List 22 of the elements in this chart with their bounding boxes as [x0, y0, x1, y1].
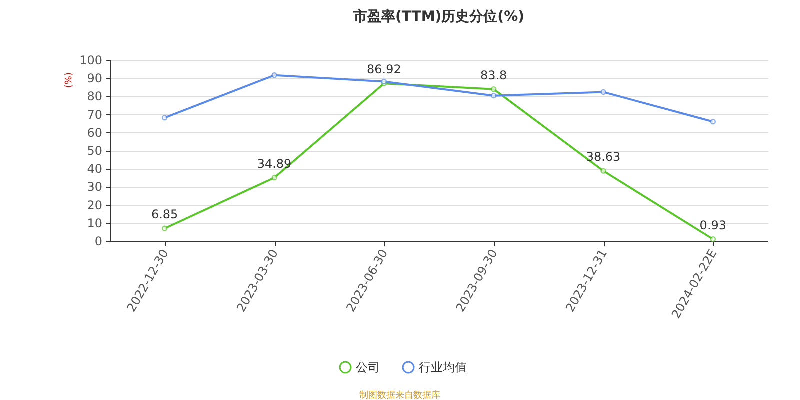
y-tick-label: 50: [87, 144, 102, 158]
legend-label: 公司: [356, 360, 380, 375]
y-tick-label: 40: [87, 162, 102, 176]
legend-label: 行业均值: [419, 360, 467, 375]
text: 制图数据来自数据库: [360, 390, 440, 400]
data-label: 34.89: [257, 156, 292, 171]
y-tick-label: 30: [87, 180, 102, 194]
chart-title: 市盈率(TTM)历史分位(%): [352, 8, 524, 25]
y-tick-label: 0: [94, 234, 102, 248]
data-label: 38.63: [586, 150, 621, 164]
y-tick-label: 20: [87, 198, 102, 212]
y-tick-label: 70: [87, 108, 102, 122]
y-tick-label: 100: [80, 54, 102, 68]
data-label: 0.93: [700, 218, 727, 232]
y-tick-label: 60: [87, 126, 102, 140]
data-label: 83.8: [480, 68, 508, 82]
y-axis-title: (%): [64, 72, 74, 88]
y-tick-label: 90: [87, 72, 102, 86]
data-label: 86.92: [366, 62, 402, 77]
y-tick-label: 10: [87, 216, 102, 230]
y-tick-label: 80: [87, 90, 102, 104]
data-label: 6.85: [151, 208, 178, 222]
